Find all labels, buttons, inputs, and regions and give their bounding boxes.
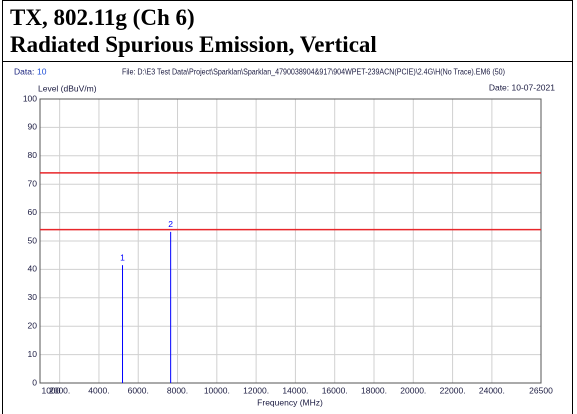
frame (2, 61, 573, 414)
y-tick-label: 70 (28, 178, 38, 188)
y-tick-label: 90 (28, 122, 38, 132)
plot-border (39, 98, 542, 384)
x-tick-label: 12000. (243, 385, 269, 395)
x-tick-label: 18000. (361, 385, 387, 395)
title: TX, 802.11g (Ch 6) (10, 5, 195, 30)
header: TX, 802.11g (Ch 6) Radiated Spurious Emi… (2, 0, 573, 62)
x-tick-label: 10000. (204, 385, 230, 395)
x-tick-label: 26500 (529, 385, 553, 395)
marker-label: 1 (120, 252, 125, 262)
y-tick-label: 60 (28, 207, 38, 217)
y-tick-label: 80 (28, 150, 38, 160)
x-tick-label: 6000. (128, 385, 149, 395)
x-tick-label: 16000. (322, 385, 348, 395)
x-tick-label: 22000. (440, 385, 466, 395)
x-axis-label: Frequency (MHz) (257, 397, 323, 407)
x-tick-label: 20000. (400, 385, 426, 395)
x-tick-label: 24000. (479, 385, 505, 395)
x-tick-label: 8000. (167, 385, 188, 395)
y-tick-label: 0 (32, 377, 37, 387)
x-tick-label: 1000 (42, 385, 61, 395)
marker-label: 2 (168, 219, 173, 229)
file-path: File: D:\E3 Test Data\Project\Sparklan\S… (122, 66, 505, 76)
y-tick-label: 20 (28, 320, 38, 330)
y-axis-label: Level (dBuV/m) (38, 83, 97, 93)
y-tick-label: 30 (28, 292, 38, 302)
data-label: Data: (14, 66, 34, 76)
x-tick-label: 14000. (282, 385, 308, 395)
data-number: 10 (37, 66, 47, 76)
subtitle: Radiated Spurious Emission, Vertical (10, 32, 377, 57)
x-tick-label: 4000. (88, 385, 109, 395)
y-tick-label: 50 (28, 235, 38, 245)
date: Date: 10-07-2021 (489, 82, 555, 92)
y-tick-label: 40 (28, 264, 38, 274)
y-tick-label: 10 (28, 349, 38, 359)
x-tick-label: 2000. (49, 385, 70, 395)
y-tick-label: 100 (23, 93, 37, 103)
